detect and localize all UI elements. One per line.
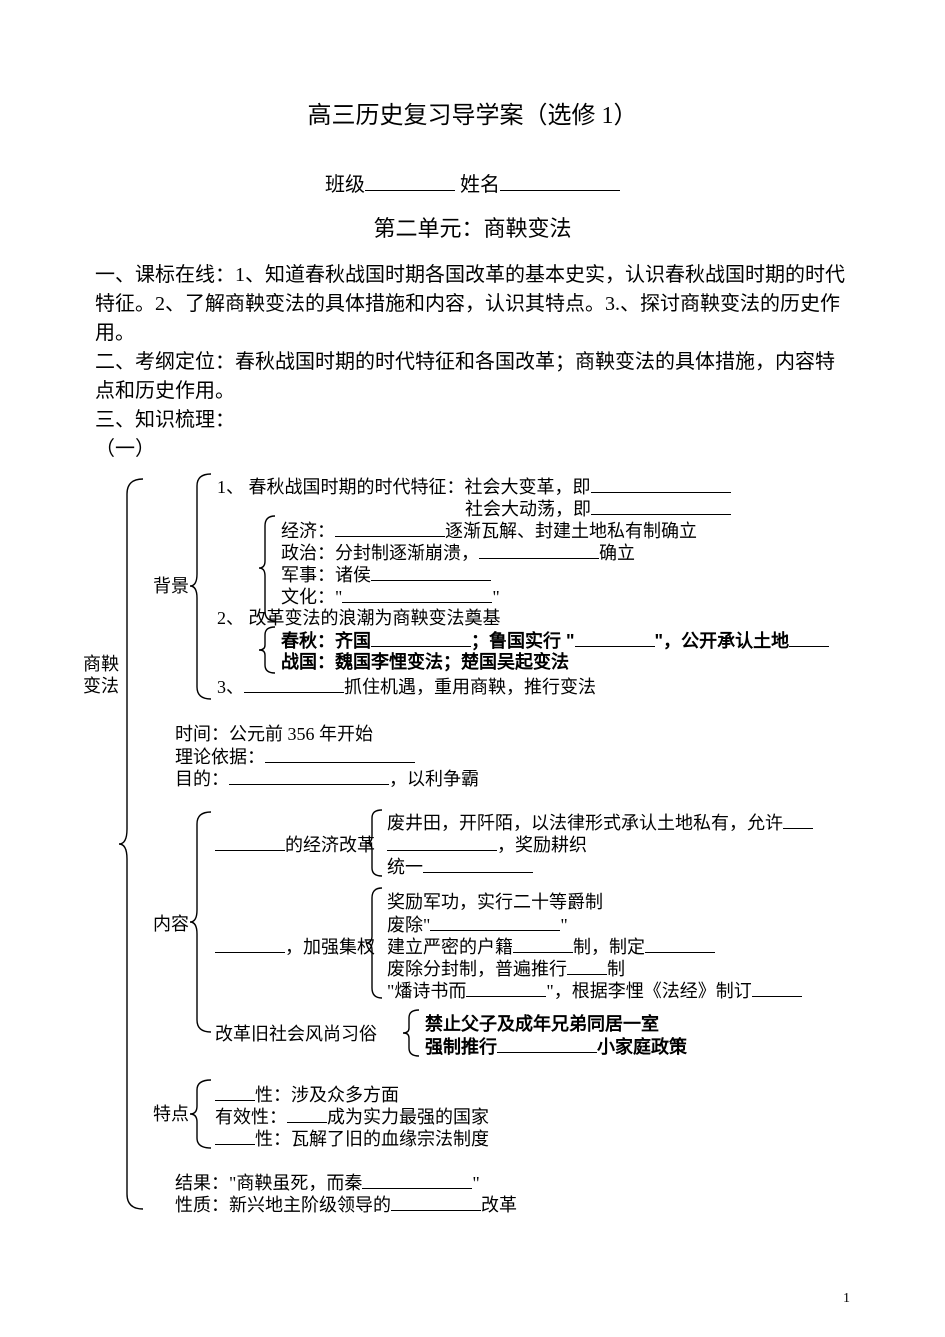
nature: 性质：新兴地主阶级领导的改革 [175,1192,517,1217]
blank[interactable] [215,1126,255,1145]
blank[interactable] [423,854,533,873]
bg-l2: 2、 改革变法的浪潮为商鞅变法奠基 [217,606,501,630]
blank[interactable] [362,1170,472,1189]
name-label: 姓名 [460,174,500,196]
form-header: 班级 姓名 [95,168,850,197]
blank[interactable] [513,934,573,953]
blank[interactable] [244,674,344,693]
bg-l3: 3、抓住机遇，重用商鞅，推行变法 [217,674,596,699]
page: 高三历史复习导学案（选修 1） 班级 姓名 第二单元：商鞅变法 一、课标在线：1… [0,0,945,1337]
bracket-spring-warring [263,627,277,673]
f3: 性：瓦解了旧的血缘宗法制度 [215,1126,489,1151]
blank[interactable] [287,1104,327,1123]
feature-label: 特点 [153,1102,189,1126]
blank[interactable] [575,628,655,647]
section-3-sub: （一） [95,435,850,464]
doc-title: 高三历史复习导学案（选修 1） [95,95,850,130]
c1: 奖励军功，实行二十等爵制 [387,890,603,914]
purpose: 目的：，以利争霸 [175,766,479,791]
bracket-content [195,812,213,1032]
blank[interactable] [497,1034,597,1053]
blank[interactable] [783,810,813,829]
class-label: 班级 [325,174,365,196]
blank[interactable] [335,518,445,537]
blank[interactable] [466,978,546,997]
blank[interactable] [479,540,599,559]
root-label-1: 商鞅 [83,652,119,676]
blank[interactable] [387,832,497,851]
outline: 商鞅 变法 背景 1、 春秋战国时期的时代特征：社会大变革，即 社会大动荡，即 … [95,474,850,1214]
blank[interactable] [430,912,560,931]
blank[interactable] [645,934,715,953]
blank[interactable] [371,628,471,647]
blank[interactable] [215,1082,255,1101]
section-1: 一、课标在线：1、知道春秋战国时期各国改革的基本史实，认识春秋战国时期的时代特征… [95,261,850,348]
bracket-feature [195,1080,213,1148]
section-3-label: 三、知识梳理： [95,406,850,435]
blank[interactable] [229,766,389,785]
cu2: 强制推行小家庭政策 [425,1034,687,1059]
blank[interactable] [215,934,285,953]
blank[interactable] [391,1192,481,1211]
blank[interactable] [567,956,607,975]
content-label: 内容 [153,912,189,936]
bg-warring: 战国：魏国李悝变法；楚国吴起变法 [281,650,569,674]
bracket-custom [407,1010,421,1056]
er3: 统一 [387,854,533,879]
bracket-root [125,479,145,1209]
root-label-2: 变法 [83,674,119,698]
blank[interactable] [591,496,731,515]
blank[interactable] [591,474,731,493]
section-2-label: 二、考纲定位： [95,351,235,373]
bracket-bg [195,474,213,699]
econ-reform-label: 的经济改革 [215,832,375,857]
blank[interactable] [265,744,415,763]
blank[interactable] [371,562,491,581]
class-blank[interactable] [365,172,455,191]
section-1-label: 一、课标在线： [95,264,235,286]
name-blank[interactable] [500,172,620,191]
page-number: 1 [843,1291,850,1307]
unit-title: 第二单元：商鞅变法 [95,211,850,243]
blank[interactable] [752,978,802,997]
section-2: 二、考纲定位：春秋战国时期的时代特征和各国改革；商鞅变法的具体措施，内容特点和历… [95,348,850,406]
cu1: 禁止父子及成年兄弟同居一室 [425,1012,659,1036]
custom-label: 改革旧社会风尚习俗 [215,1022,377,1046]
bg-label: 背景 [153,574,189,598]
centralize-label: ，加强集权 [215,934,375,959]
blank[interactable] [789,628,829,647]
blank[interactable] [342,584,492,603]
time: 时间：公元前 356 年开始 [175,722,373,746]
c5: "燔诗书而"，根据李悝《法经》制订 [387,978,802,1003]
blank[interactable] [215,832,285,851]
